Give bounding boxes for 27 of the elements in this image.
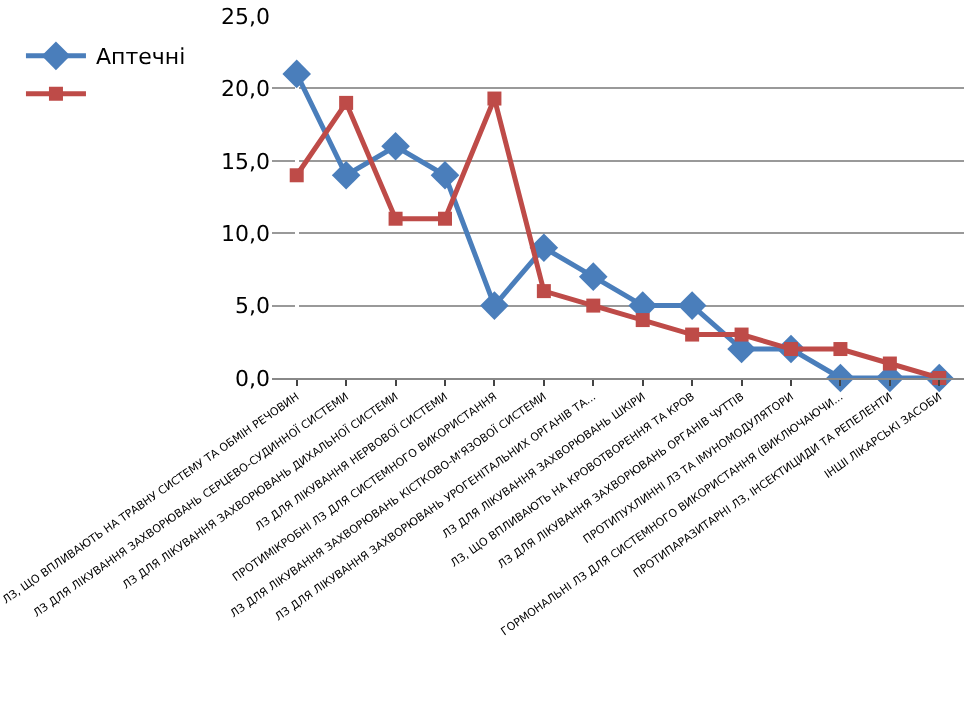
point — [635, 313, 650, 328]
point — [677, 291, 707, 320]
point — [339, 95, 354, 110]
y-tick-label: 15,0 — [221, 148, 270, 175]
point — [289, 168, 304, 183]
y-tick-label: 0,0 — [235, 365, 270, 392]
point — [381, 132, 410, 161]
point — [480, 291, 509, 320]
point — [586, 298, 601, 313]
point — [430, 160, 460, 190]
point — [331, 160, 361, 190]
point — [487, 91, 502, 106]
y-tick-label: 10,0 — [221, 220, 270, 247]
point — [685, 327, 700, 342]
point — [536, 284, 551, 299]
point — [734, 327, 749, 342]
point — [282, 59, 312, 89]
y-tick-label: 5,0 — [235, 293, 270, 320]
legend-label: Аптечні — [95, 44, 186, 71]
point — [529, 233, 559, 262]
point — [438, 211, 452, 226]
point — [578, 262, 608, 291]
y-tick-label: 20,0 — [221, 76, 270, 103]
y-tick-label: 25,0 — [221, 3, 270, 30]
point — [388, 211, 403, 226]
point — [882, 356, 897, 371]
point — [833, 342, 848, 357]
